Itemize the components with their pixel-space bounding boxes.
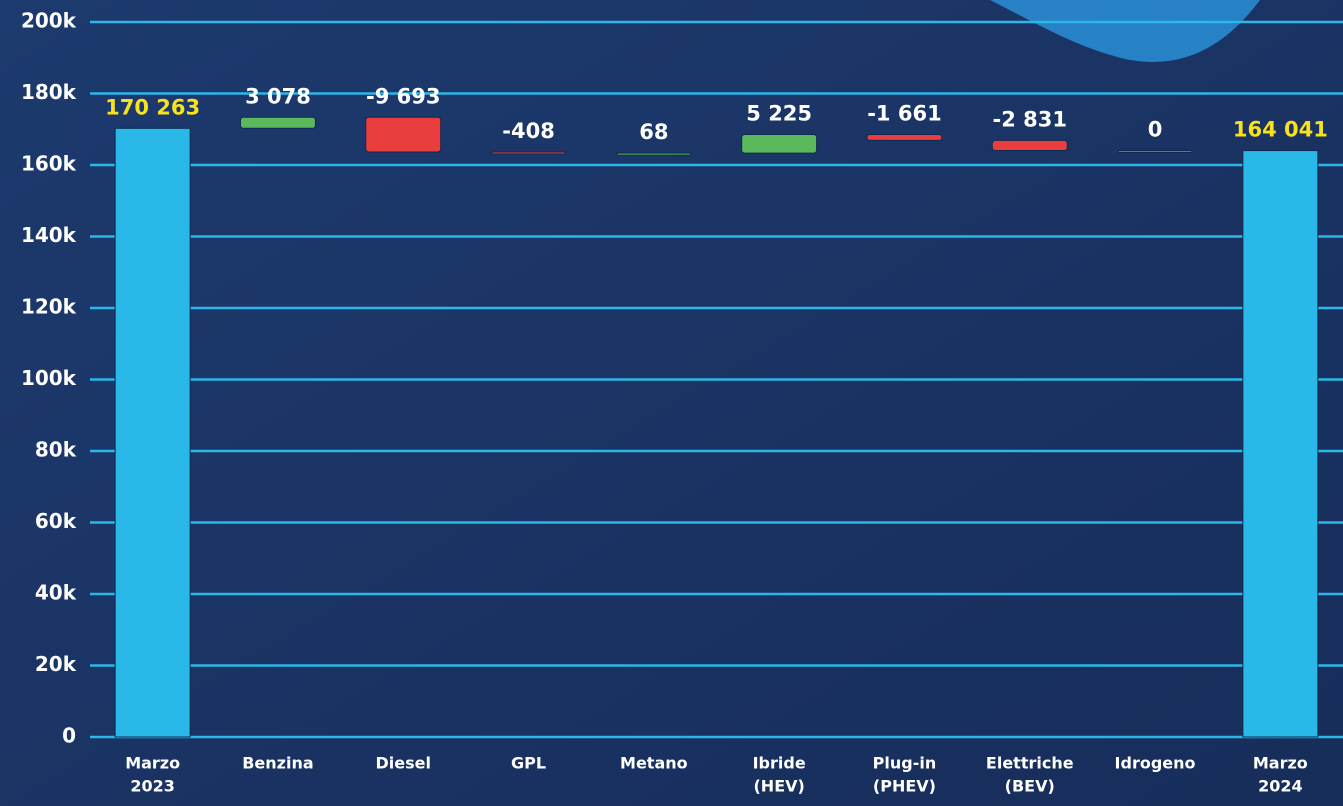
change-bar: [491, 152, 566, 154]
x-tick-label: Marzo: [125, 754, 180, 773]
value-label: -2 831: [993, 107, 1067, 131]
y-tick-label: 40k: [35, 581, 77, 605]
x-tick-label: Idrogeno: [1115, 754, 1196, 773]
y-tick-label: 80k: [35, 438, 77, 462]
y-tick-label: 200k: [21, 9, 77, 33]
x-tick-label: (PHEV): [873, 777, 936, 796]
x-tick-label: Diesel: [376, 754, 431, 773]
x-tick-label: 2023: [130, 777, 175, 796]
value-label: -9 693: [366, 84, 440, 108]
y-tick-label: 160k: [21, 152, 77, 176]
change-bar: [616, 153, 691, 155]
value-label: 170 263: [105, 95, 200, 119]
x-tick-label: Ibride: [753, 754, 806, 773]
x-tick-label: (BEV): [1005, 777, 1055, 796]
value-label: 68: [639, 120, 668, 144]
value-label: -1 661: [867, 101, 941, 125]
change-bar: [992, 140, 1067, 150]
x-tick-label: Elettriche: [986, 754, 1074, 773]
x-tick-label: Plug-in: [873, 754, 937, 773]
x-tick-label: (HEV): [753, 777, 804, 796]
x-tick-label: Benzina: [242, 754, 313, 773]
x-tick-label: 2024: [1258, 777, 1303, 796]
chart: 0 20k 40k 60k 80k 100k 120k 140k 160k 180k 200k 170…: [0, 0, 1343, 806]
y-tick-label: 60k: [35, 509, 77, 533]
value-label: 164 041: [1233, 118, 1328, 142]
x-tick-label: GPL: [511, 754, 546, 773]
value-label: -408: [502, 119, 555, 143]
y-tick-label: 140k: [21, 223, 77, 247]
change-bar: [240, 117, 315, 128]
y-tick-label: 100k: [21, 366, 77, 390]
change-bar: [366, 117, 441, 152]
value-label: 0: [1148, 118, 1163, 142]
change-bar: [742, 134, 817, 153]
y-tick-label: 20k: [35, 652, 77, 676]
background: [0, 0, 1343, 806]
y-tick-label: 0: [62, 724, 76, 748]
y-tick-label: 120k: [21, 295, 77, 319]
total-bar: [115, 128, 190, 737]
value-label: 5 225: [746, 101, 812, 125]
page: {"chart_data": {"type": "waterfall", "ca…: [0, 0, 1343, 806]
value-label: 3 078: [245, 84, 311, 108]
total-bar: [1243, 151, 1318, 737]
change-bar: [1118, 151, 1193, 153]
change-bar: [867, 134, 942, 140]
x-tick-label: Metano: [620, 754, 688, 773]
y-tick-label: 180k: [21, 80, 77, 104]
x-tick-label: Marzo: [1253, 754, 1308, 773]
